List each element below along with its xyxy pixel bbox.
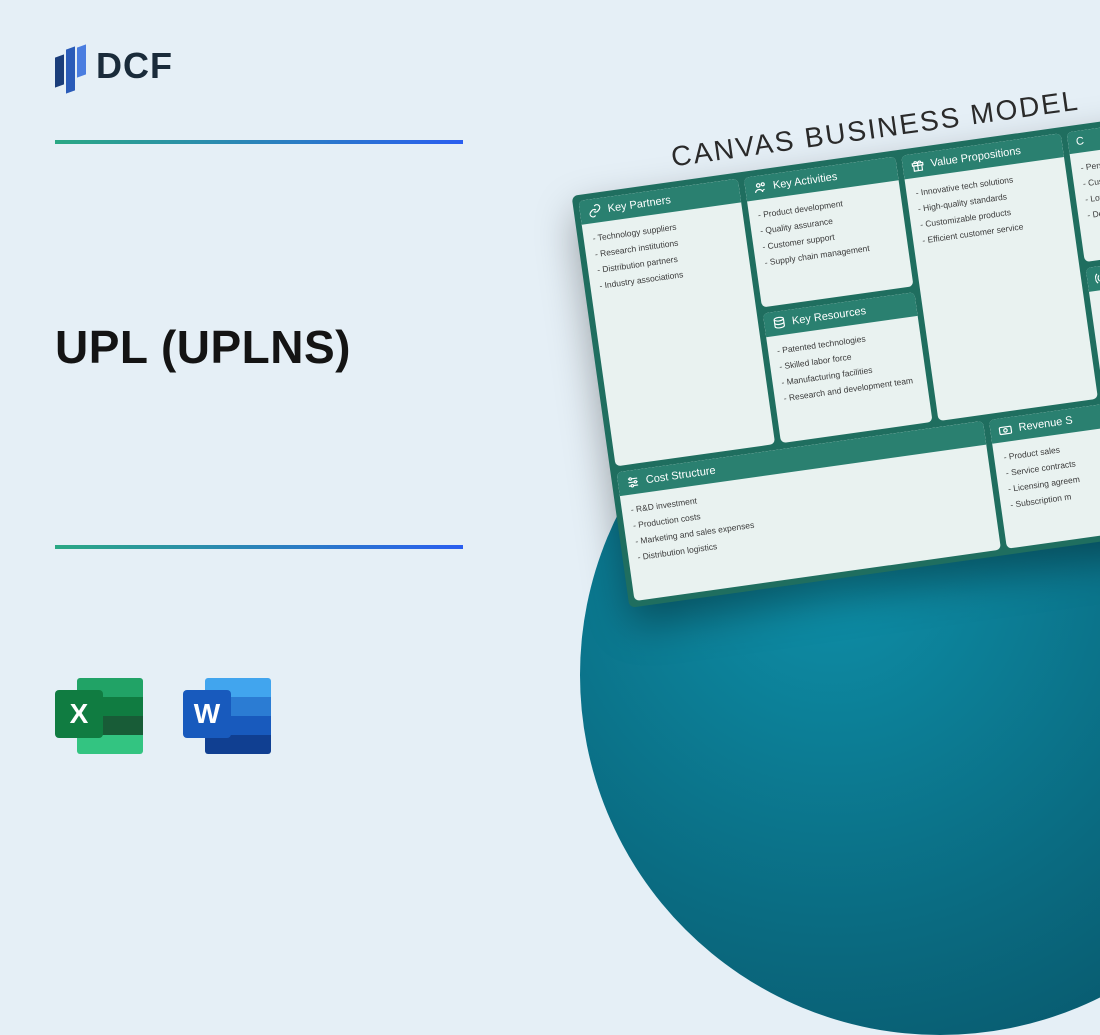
card-body: Product developmentQuality assuranceCust… (747, 180, 914, 307)
card-body: Technology suppliersResearch institution… (582, 202, 775, 466)
divider-top (55, 140, 463, 144)
card-body: Patented technologiesSkilled labor force… (766, 316, 933, 443)
card-revenue-streams: Revenue S Product salesService contracts… (989, 388, 1100, 549)
card-key-partners: Key Partners Technology suppliersResearc… (578, 179, 775, 467)
link-icon (587, 203, 603, 219)
canvas-board: CANVAS BUSINESS MODEL Key Partners Techn… (566, 70, 1100, 608)
gift-icon (910, 158, 926, 174)
database-icon (771, 315, 787, 331)
logo-bars-icon (55, 40, 86, 92)
broadcast-icon (1094, 270, 1100, 286)
excel-icon: X (55, 672, 143, 760)
card-value-propositions: Value Propositions Innovative tech solut… (901, 133, 1098, 421)
card-title: Revenue S (1018, 414, 1074, 433)
word-icon: W (183, 672, 271, 760)
divider-bottom (55, 545, 463, 549)
office-icons: X W (55, 672, 271, 760)
card-key-activities: Key Activities Product developmentQualit… (744, 156, 914, 307)
money-icon (998, 422, 1014, 438)
card-title: Key Activities (772, 171, 838, 192)
card-key-resources: Key Resources Patented technologiesSkill… (763, 292, 933, 443)
page-title: UPL (UPLNS) (55, 320, 351, 374)
card-title: C (1075, 135, 1085, 148)
people-icon (752, 180, 768, 196)
card-title: Key Partners (607, 194, 672, 215)
card-body: Innovative tech solutionsHigh-quality st… (905, 157, 1098, 421)
logo-text: DCF (96, 45, 173, 87)
dcf-logo: DCF (55, 40, 173, 92)
settings-icon (625, 474, 641, 490)
